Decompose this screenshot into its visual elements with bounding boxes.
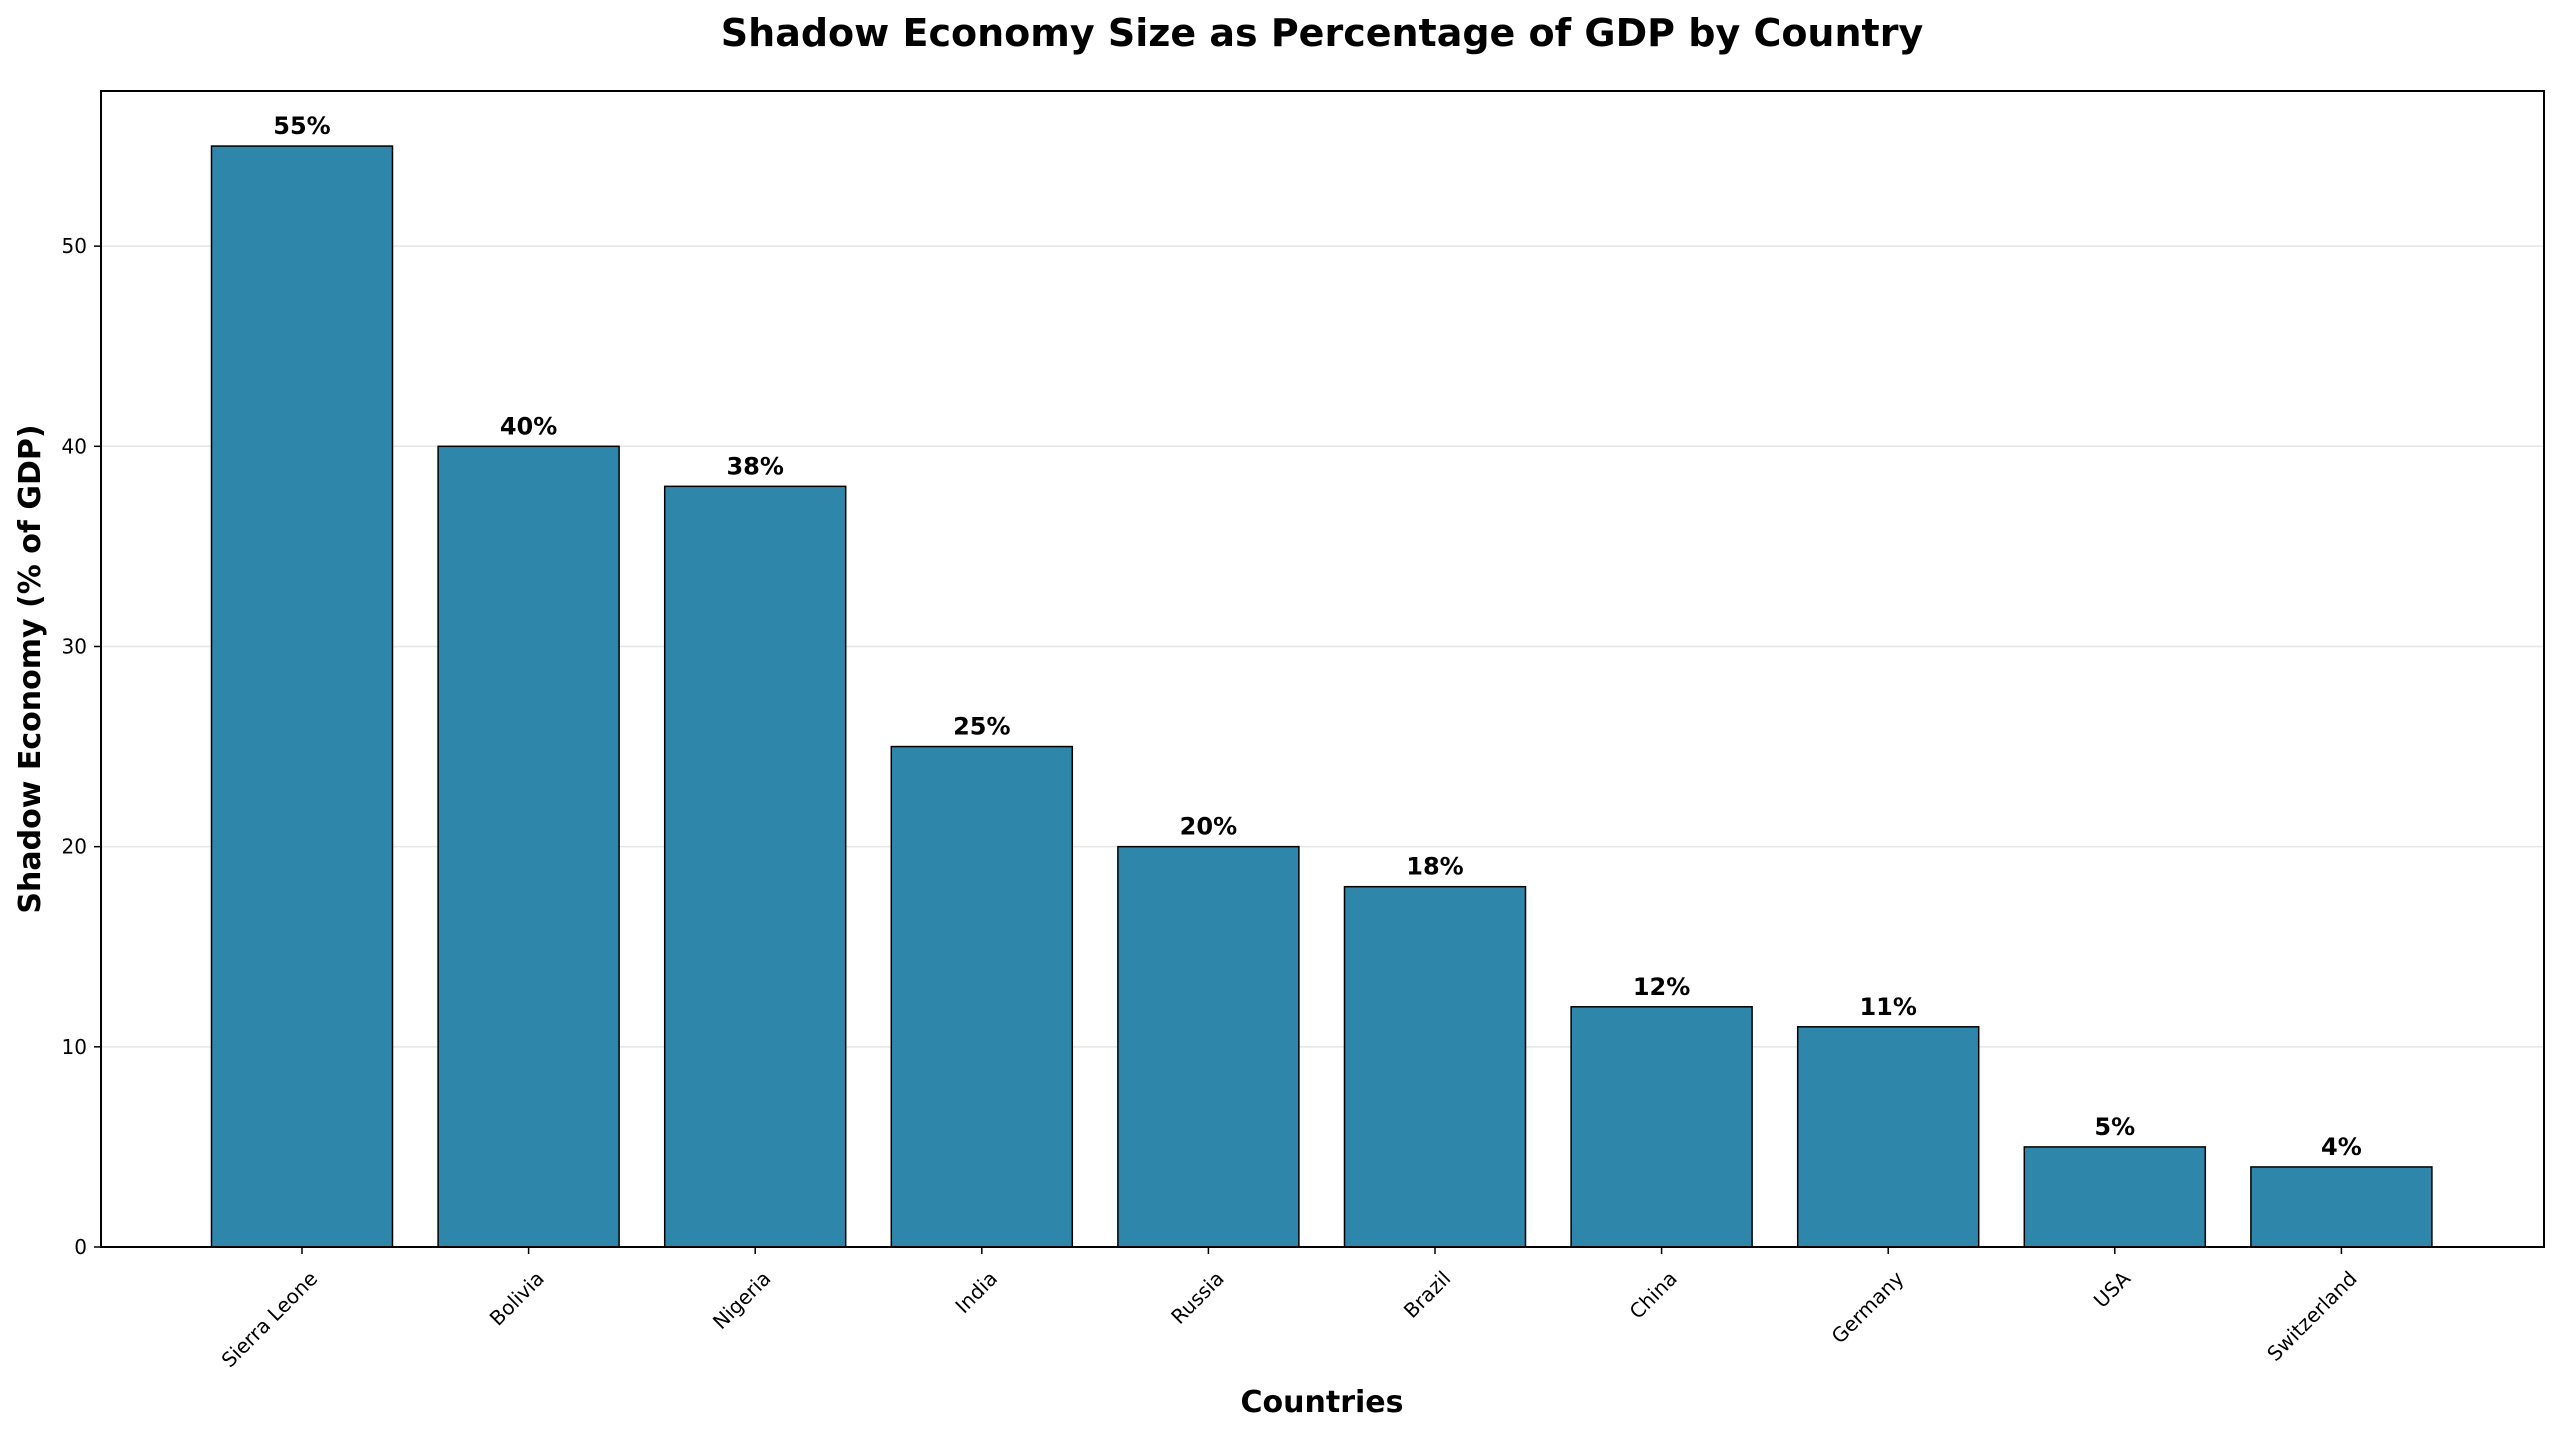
bar-value-label: 25% [953, 713, 1010, 741]
bar [437, 445, 620, 1248]
bar [663, 485, 847, 1248]
x-tick-label: Sierra Leone [217, 1266, 323, 1372]
bar-value-label: 20% [1180, 813, 1237, 841]
x-tick-label: Nigeria [708, 1266, 776, 1334]
bar-value-label: 40% [500, 412, 557, 440]
bar [1343, 885, 1527, 1248]
x-tick-label: Bolivia [485, 1266, 549, 1330]
y-tick-label: 20 [62, 835, 87, 859]
y-axis-label: Shadow Economy (% of GDP) [13, 424, 48, 913]
bar [1570, 1006, 1753, 1248]
bar [890, 745, 1074, 1248]
bar-value-label: 55% [273, 112, 330, 140]
bar [210, 145, 394, 1248]
bar-value-label: 5% [2094, 1113, 2135, 1141]
plot-frame [100, 90, 2545, 1248]
x-tick-label: China [1625, 1266, 1682, 1323]
bar-value-label: 4% [2321, 1133, 2362, 1161]
bar-value-label: 12% [1633, 973, 1690, 1001]
x-tick-label: Russia [1166, 1266, 1228, 1328]
x-tick-label: Brazil [1399, 1266, 1455, 1322]
y-tick-label: 50 [62, 234, 87, 258]
x-tick-label: Germany [1827, 1266, 1909, 1348]
bar [1117, 845, 1300, 1248]
x-tick-label: Switzerland [2262, 1266, 2361, 1365]
chart-title: Shadow Economy Size as Percentage of GDP… [721, 11, 1924, 55]
bar [1796, 1026, 1980, 1248]
x-tick-label: India [950, 1266, 1002, 1318]
y-tick-label: 0 [74, 1235, 87, 1259]
bar [2250, 1166, 2433, 1248]
y-tick-label: 40 [62, 434, 87, 458]
bar-value-label: 11% [1859, 993, 1916, 1021]
y-tick-label: 30 [62, 634, 87, 658]
x-tick-label: USA [2089, 1266, 2135, 1312]
bar-value-label: 18% [1406, 853, 1463, 881]
y-tick-label: 10 [62, 1035, 87, 1059]
x-axis-label: Countries [1241, 1385, 1404, 1420]
bar [2023, 1146, 2207, 1248]
bar-value-label: 38% [726, 452, 783, 480]
